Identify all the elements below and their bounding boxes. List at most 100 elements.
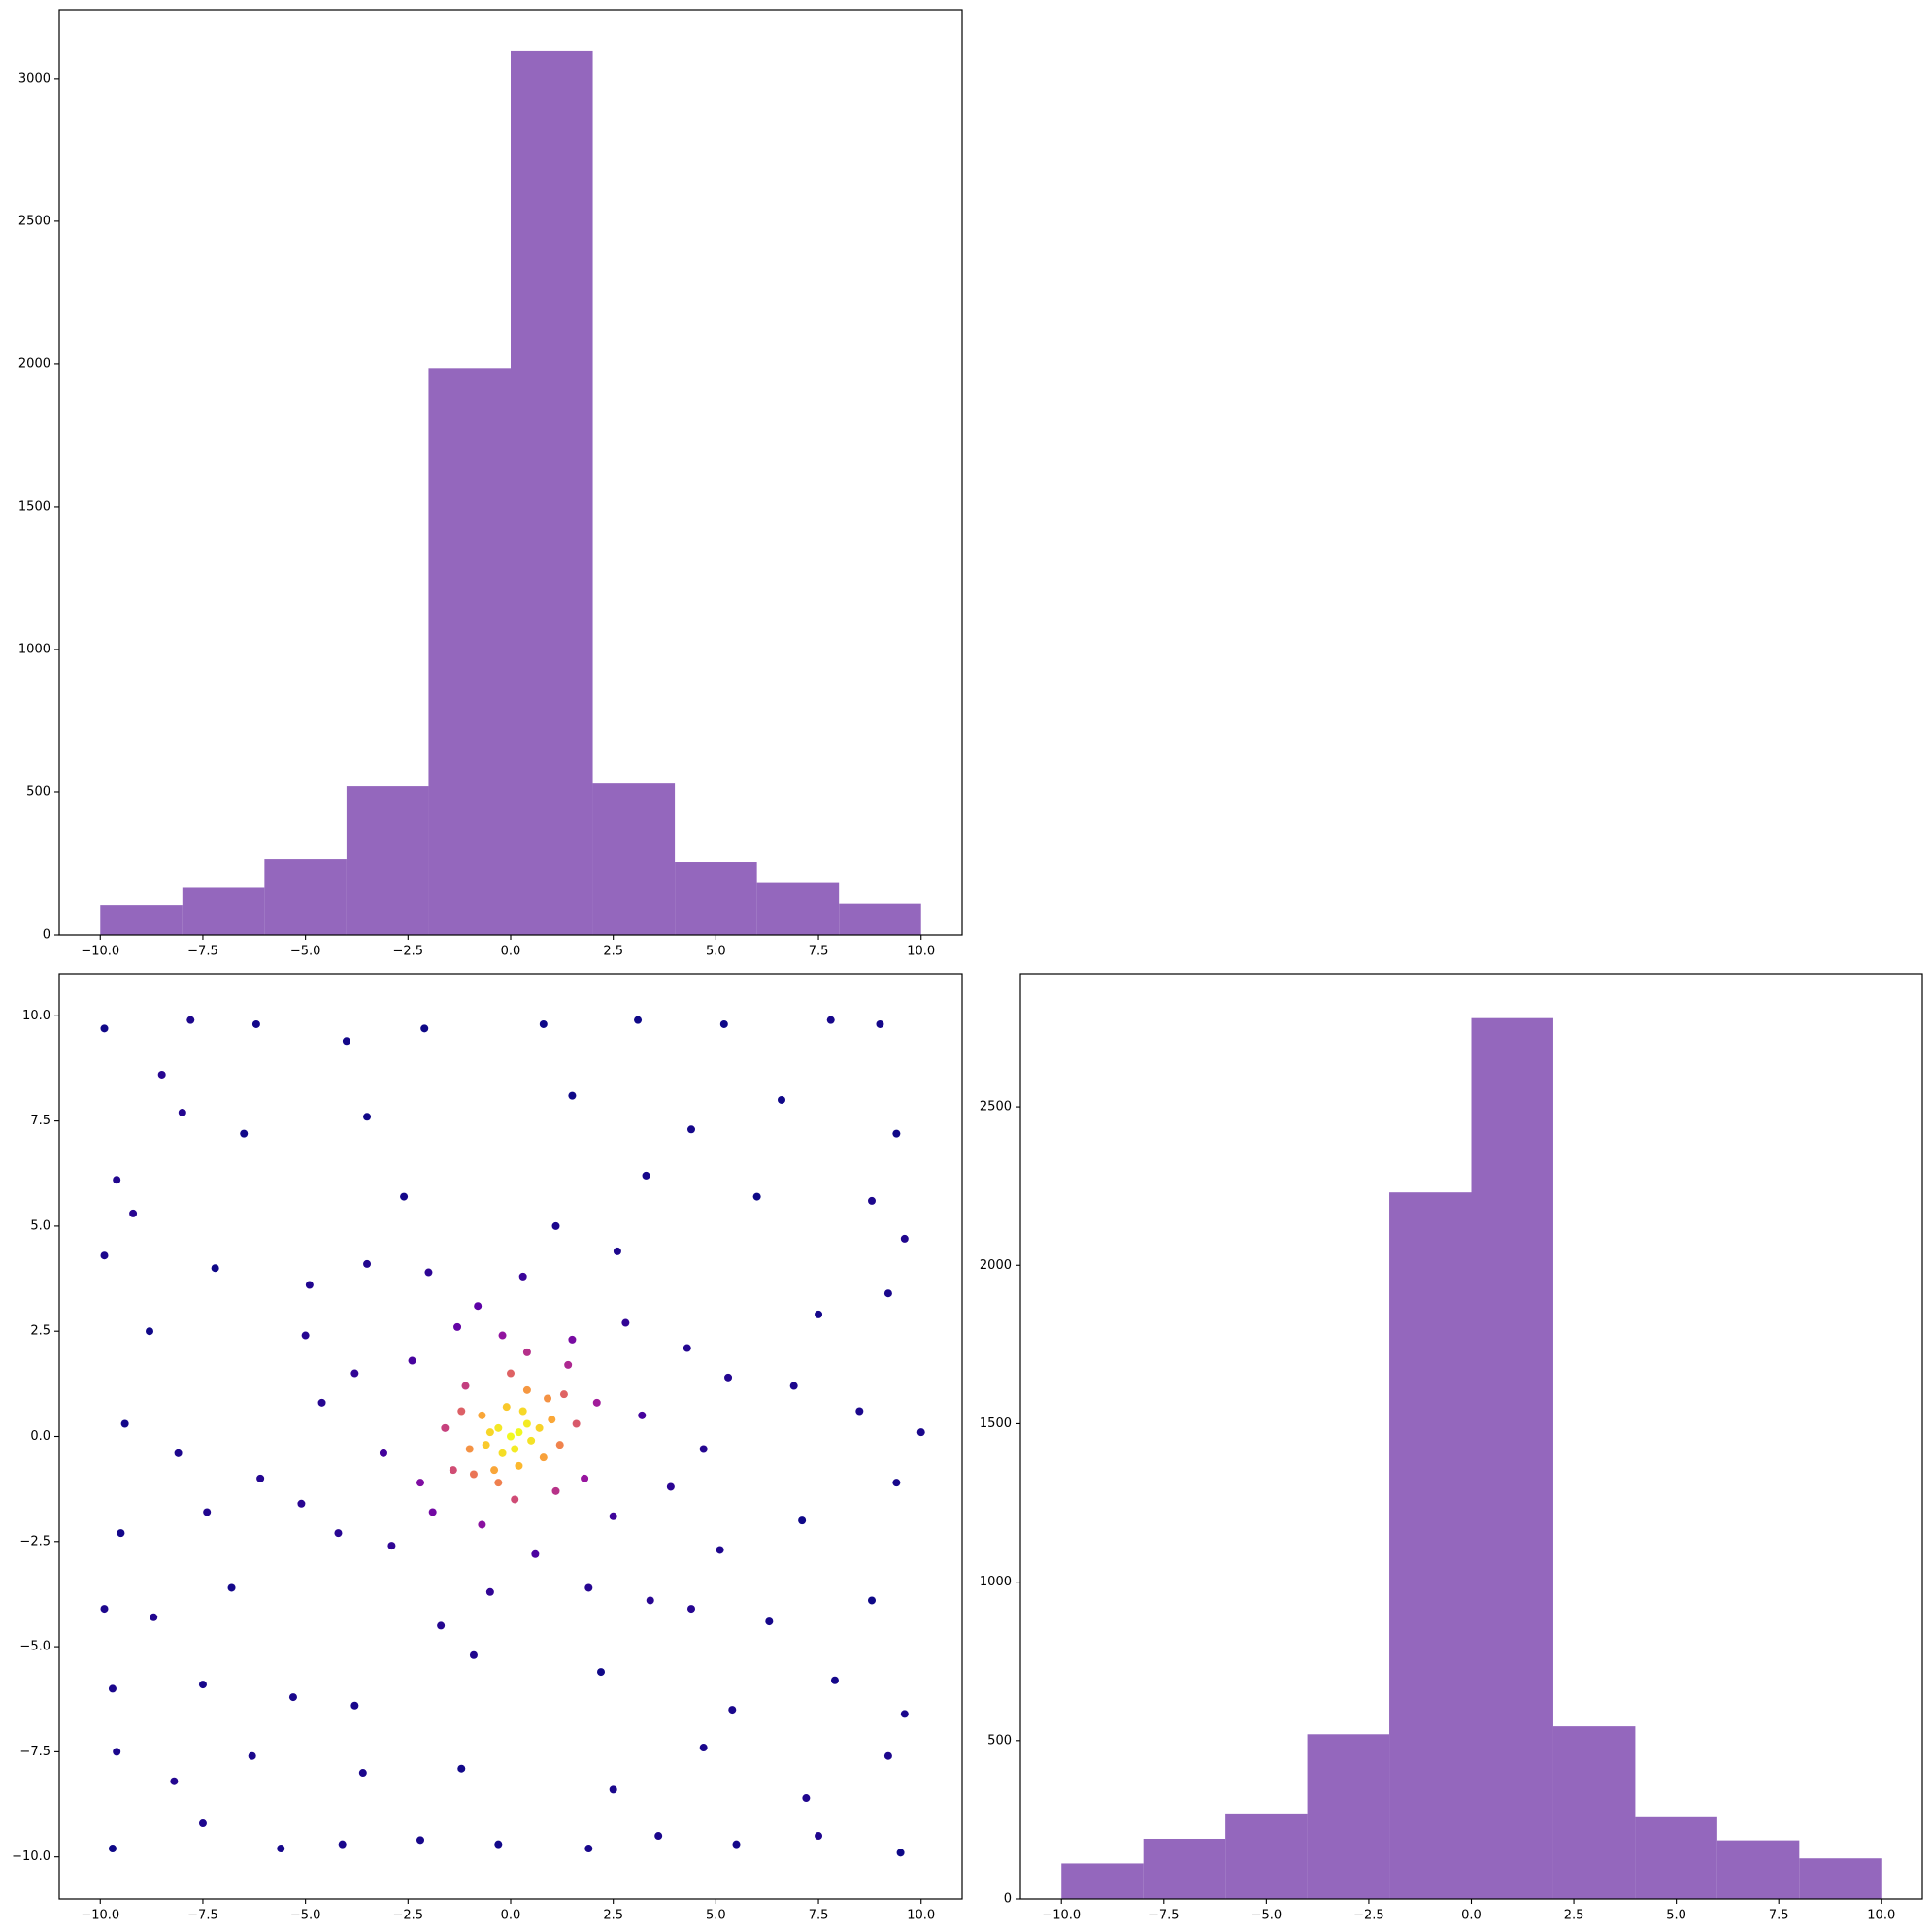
point [186, 1016, 195, 1024]
bar [1635, 1816, 1717, 1899]
point [469, 1470, 478, 1479]
point [100, 1605, 109, 1614]
y-tick-label: 0.0 [30, 1429, 50, 1444]
x-tick-label: −2.5 [1353, 1909, 1384, 1923]
point [568, 1335, 577, 1344]
point [511, 1495, 519, 1504]
point [559, 1390, 568, 1399]
point [198, 1681, 207, 1689]
x-tick-label: 0.0 [501, 1909, 521, 1923]
y-tick-label: 500 [26, 784, 50, 799]
x-tick-label: 2.5 [603, 1909, 623, 1923]
point [896, 1849, 905, 1857]
point [108, 1845, 117, 1853]
point [113, 1176, 121, 1184]
point [478, 1411, 486, 1419]
point [518, 1407, 527, 1416]
point [494, 1423, 503, 1432]
y-tick-label: 7.5 [30, 1114, 50, 1128]
point [297, 1499, 306, 1508]
x-tick-label: 2.5 [1564, 1909, 1584, 1923]
point [494, 1840, 503, 1849]
point [518, 1272, 527, 1281]
x-tick-label: −7.5 [187, 1909, 218, 1923]
point [522, 1385, 531, 1394]
y-tick-label: 10.0 [22, 1009, 50, 1023]
point [522, 1419, 531, 1428]
point [379, 1449, 387, 1457]
point [613, 1247, 621, 1255]
point [441, 1423, 450, 1432]
point [211, 1264, 219, 1273]
point [621, 1318, 630, 1327]
point [883, 1751, 892, 1760]
point [584, 1845, 593, 1853]
point [752, 1192, 761, 1201]
point [485, 1587, 494, 1596]
point [502, 1403, 511, 1412]
point [584, 1583, 593, 1592]
point [203, 1508, 212, 1516]
point [778, 1095, 785, 1104]
point [868, 1596, 876, 1605]
point [363, 1113, 372, 1121]
y-tick-label: 1500 [980, 1416, 1012, 1431]
point [539, 1019, 548, 1028]
x-tick-label: 0.0 [501, 945, 521, 959]
x-tick-label: −10.0 [1042, 1909, 1081, 1923]
y-tick-label: 0 [43, 928, 50, 943]
point [248, 1751, 256, 1760]
x-tick-label: 2.5 [603, 945, 623, 959]
point [515, 1428, 523, 1437]
point [868, 1196, 876, 1205]
bar [264, 859, 347, 935]
point [883, 1289, 892, 1298]
point [120, 1419, 129, 1428]
bar [1389, 1192, 1472, 1899]
point [515, 1461, 523, 1470]
point [634, 1016, 643, 1024]
bar [1061, 1863, 1144, 1899]
subplot: −10.0 −7.5 −5.0 −2.5 0.0 2.5 5.0 7.5 10.0 0 500 100… [980, 973, 1923, 1923]
x-tick-label: 7.5 [809, 1909, 829, 1923]
x-tick-label: −5.0 [1251, 1909, 1282, 1923]
point [892, 1129, 901, 1138]
point [789, 1382, 798, 1390]
point [826, 1016, 835, 1024]
point [699, 1744, 708, 1752]
y-tick-label: 5.0 [30, 1218, 50, 1233]
point [531, 1549, 540, 1558]
bar [839, 903, 921, 935]
point [564, 1360, 573, 1369]
bar [756, 882, 840, 935]
point [416, 1836, 424, 1845]
point [482, 1441, 490, 1449]
point [527, 1436, 536, 1445]
x-tick-label: 10.0 [907, 1909, 935, 1923]
y-tick-label: −5.0 [19, 1640, 50, 1654]
point [687, 1125, 695, 1134]
point [387, 1542, 396, 1550]
point [548, 1416, 556, 1424]
point [900, 1710, 909, 1718]
x-tick-label: 10.0 [907, 945, 935, 959]
point [157, 1070, 166, 1079]
point [240, 1129, 249, 1138]
point [350, 1701, 359, 1710]
point [150, 1613, 158, 1621]
point [469, 1650, 478, 1659]
point [465, 1445, 474, 1453]
x-tick-label: 5.0 [706, 1909, 726, 1923]
bar [346, 786, 429, 935]
point [876, 1019, 884, 1028]
point [129, 1209, 138, 1217]
point [551, 1486, 560, 1495]
point [317, 1398, 326, 1407]
point [416, 1479, 424, 1487]
point [461, 1382, 470, 1390]
point [535, 1423, 544, 1432]
bar [511, 50, 593, 935]
point [597, 1668, 605, 1677]
point [301, 1331, 310, 1340]
